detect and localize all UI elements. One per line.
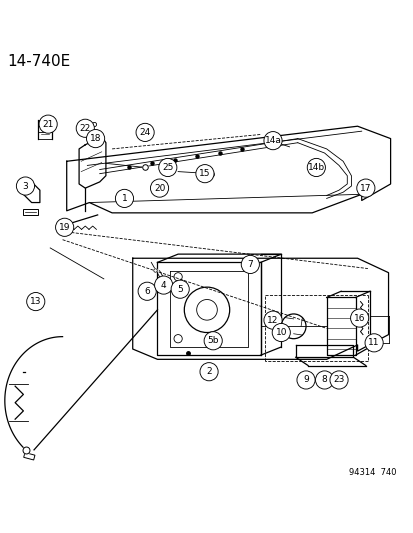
Text: 11: 11 <box>368 338 379 348</box>
Text: 9: 9 <box>302 375 308 384</box>
Text: 5: 5 <box>177 285 183 294</box>
Text: 6: 6 <box>144 287 150 296</box>
Text: 1: 1 <box>121 194 127 203</box>
Circle shape <box>17 177 34 195</box>
Circle shape <box>86 130 104 148</box>
Text: 10: 10 <box>275 328 286 337</box>
Circle shape <box>195 165 214 183</box>
Text: 25: 25 <box>162 163 173 172</box>
Text: 24: 24 <box>139 128 150 137</box>
Text: 2: 2 <box>206 367 211 376</box>
Text: 12: 12 <box>267 316 278 325</box>
Circle shape <box>350 309 368 327</box>
Circle shape <box>136 123 154 141</box>
Text: 23: 23 <box>332 375 344 384</box>
Circle shape <box>150 179 168 197</box>
Circle shape <box>241 255 259 273</box>
Circle shape <box>138 282 156 300</box>
Circle shape <box>306 158 325 176</box>
Text: 94314  740: 94314 740 <box>349 468 396 477</box>
Text: 18: 18 <box>90 134 101 143</box>
Circle shape <box>158 158 176 176</box>
Text: 19: 19 <box>59 223 70 232</box>
Text: 22: 22 <box>79 124 91 133</box>
Circle shape <box>315 371 333 389</box>
Text: 16: 16 <box>353 313 365 322</box>
Bar <box>23 209 38 215</box>
Circle shape <box>263 132 281 150</box>
Circle shape <box>364 334 382 352</box>
Text: 5b: 5b <box>207 336 218 345</box>
Circle shape <box>271 324 290 342</box>
Text: 8: 8 <box>321 375 327 384</box>
Circle shape <box>329 371 347 389</box>
Circle shape <box>263 311 281 329</box>
Text: 4: 4 <box>161 280 166 289</box>
Circle shape <box>76 119 94 138</box>
Text: 17: 17 <box>359 183 371 192</box>
Text: 3: 3 <box>23 182 28 190</box>
Circle shape <box>154 276 172 294</box>
Text: 14b: 14b <box>307 163 324 172</box>
Text: 20: 20 <box>154 183 165 192</box>
Circle shape <box>171 280 189 298</box>
Circle shape <box>55 218 74 236</box>
Circle shape <box>204 332 222 350</box>
Text: 13: 13 <box>30 297 41 306</box>
Text: 7: 7 <box>247 260 253 269</box>
Circle shape <box>26 293 45 311</box>
Text: 21: 21 <box>43 119 54 128</box>
Text: 14a: 14a <box>264 136 281 145</box>
Circle shape <box>115 189 133 207</box>
Circle shape <box>356 179 374 197</box>
Text: 14-740E: 14-740E <box>7 54 70 69</box>
Text: 15: 15 <box>199 169 210 178</box>
Bar <box>24 453 35 460</box>
Circle shape <box>39 115 57 133</box>
Circle shape <box>296 371 314 389</box>
Circle shape <box>199 362 218 381</box>
